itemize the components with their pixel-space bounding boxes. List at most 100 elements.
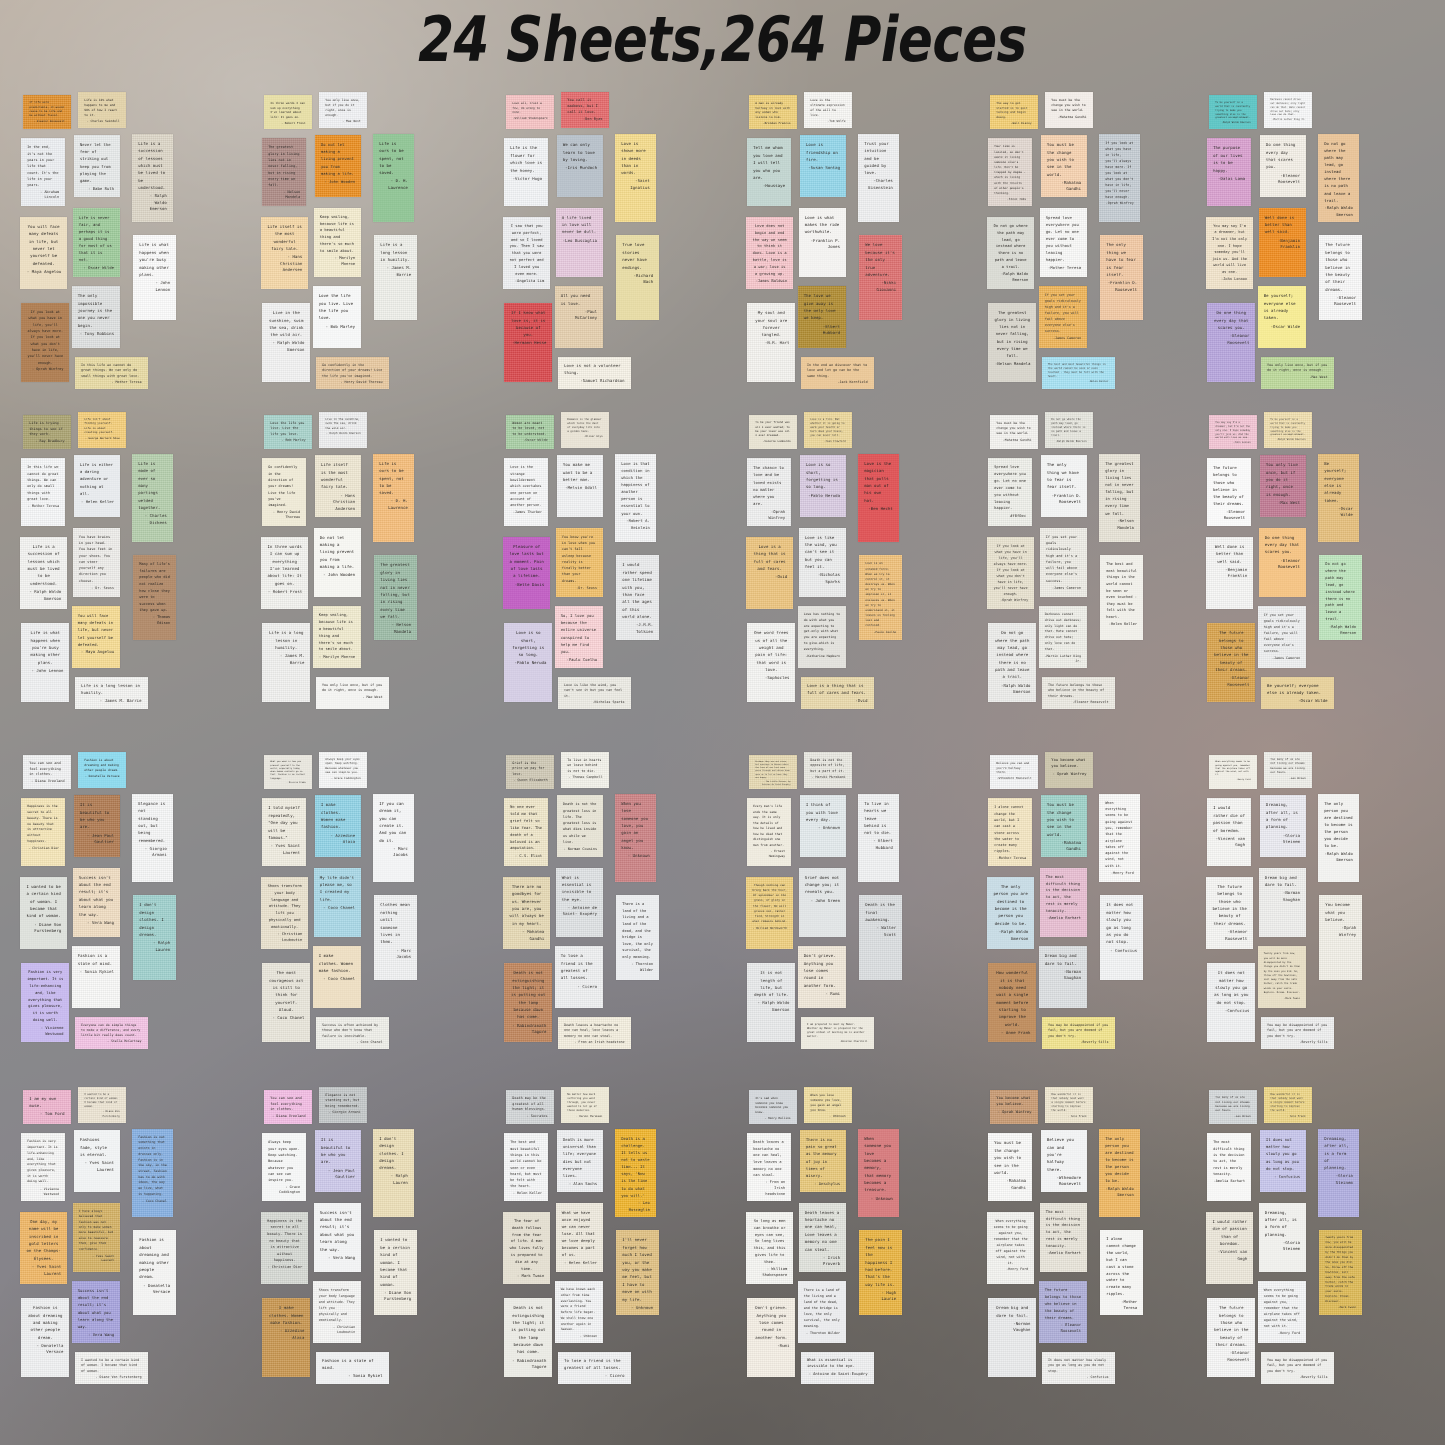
quote-sticker: The future belongs to those who believe …: [1206, 876, 1254, 950]
sticker-author-attribution: - Bob Marley: [325, 323, 356, 329]
sticker-author-attribution: - Babe Ruth: [88, 185, 115, 191]
sticker-author-attribution: -Nicholas Sparks: [592, 700, 625, 705]
sticker-sheet-surface: It's sad when someone you know becomes s…: [746, 1081, 966, 1389]
quote-sticker: Too many of us are not living our dreams…: [1209, 1090, 1257, 1125]
quote-sticker: The future belongs to those who believe …: [1207, 458, 1252, 527]
sticker-sheet-surface: If life were predictable, it would cease…: [20, 86, 240, 394]
sticker-sheet: Love all, trust a few, do wrong to none.…: [497, 80, 729, 400]
sticker-quote-text: Love is a thing that is full of cares an…: [807, 683, 866, 695]
sticker-author-attribution: - From an Irish headstone: [574, 1040, 625, 1045]
sticker-author-attribution: -Amelia Earhart: [1047, 916, 1082, 921]
sticker-author-attribution: -Henry Ford: [1236, 778, 1251, 781]
quote-sticker: Elegance is not standing out, but being …: [319, 1087, 367, 1123]
sticker-author-attribution: -Jack Kornfield: [837, 380, 868, 385]
sticker-author-attribution: -N.R. Hart: [764, 340, 790, 346]
sticker-author-attribution: - Yves Saint Laurent: [31, 1264, 62, 1276]
sticker-author-attribution: - Coco Chanel: [142, 1199, 167, 1204]
sticker-quote-text: I have always believed that fashion was …: [78, 1208, 114, 1251]
quote-sticker: Life is 10% what happens to me and 90% o…: [78, 92, 126, 128]
sticker-quote-text: Clothes mean nothing until someone lives…: [380, 902, 410, 945]
sticker-quote-text: Success isn't about the end result; it's…: [77, 1288, 114, 1329]
sticker-author-attribution: - Diane Von Furstenberg: [95, 1375, 142, 1380]
sticker-quote-text: To lose a friend is the greatest of all …: [560, 953, 593, 981]
quote-sticker: In three words I can sum up everything I…: [261, 536, 309, 610]
sticker-quote-text: Darkness cannot drive out darkness; only…: [1270, 98, 1306, 117]
sticker-author-attribution: - James M. Barrie: [279, 653, 305, 665]
sticker-author-attribution: -Mark Twain: [1284, 996, 1301, 1000]
sticker-sheet: To be yourself in a world that is consta…: [1200, 80, 1432, 400]
quote-sticker: It is beautiful to be who you are. - Jean…: [314, 1130, 362, 1192]
sticker-quote-text: There is a land of the living and a land…: [622, 902, 653, 959]
sticker-quote-text: Death is not extinguishing the light; it…: [511, 970, 546, 1020]
sticker-author-attribution: - Vera Wang: [87, 919, 115, 925]
sticker-sheet: Death may be the greatest of all human b…: [497, 1075, 729, 1395]
quote-sticker: Love is so short, forgetting is so long.…: [504, 623, 553, 702]
sticker-author-attribution: -Beverly Sills: [1299, 1375, 1328, 1380]
sticker-quote-text: You may say I'm a dreamer, but I'm not t…: [1212, 223, 1248, 274]
quote-sticker: The only person you are destined to beco…: [1318, 793, 1359, 882]
quote-sticker: Do not go where the path may lead, go in…: [1045, 412, 1093, 448]
quote-sticker: Do one thing every day that scares you. -…: [1259, 135, 1307, 197]
sticker-author-attribution: -Houssaye: [762, 183, 786, 189]
quote-sticker: Do not go where the path may lead, go in…: [1319, 555, 1363, 641]
sticker-author-attribution: -Martin Luther King Jr.: [1272, 118, 1306, 122]
sticker-quote-text: Love is like the wind, you can't see it …: [564, 683, 623, 698]
sticker-author-attribution: -Amelia Earhart: [1047, 1251, 1082, 1256]
sticker-author-attribution: -Eleanor Roosevelt: [1227, 333, 1250, 345]
sticker-quote-text: I wanted to be a certain kind of woman. …: [84, 1093, 119, 1109]
quote-sticker: When everything seems to be going agains…: [1257, 1281, 1307, 1343]
sticker-quote-text: Love is an untamed force. When we try to…: [865, 561, 895, 628]
sticker-author-attribution: -Ralph Waldo Emerson: [1001, 272, 1029, 283]
sticker-quote-text: In the end we discover that to love and …: [807, 363, 868, 378]
sticker-author-attribution: - Miuccia Prada: [286, 782, 306, 785]
quote-sticker: Success isn't about the end result; it's…: [313, 1202, 362, 1272]
sticker-quote-text: No matter how much suffering you went th…: [567, 1093, 597, 1113]
sticker-author-attribution: -Gloria Steinem: [1282, 832, 1301, 845]
sticker-sheet-surface: When everything seems to be going agains…: [1206, 746, 1426, 1054]
quote-sticker: Happiness is the secret to all beauty. T…: [21, 798, 66, 867]
sticker-author-attribution: - Ralph Waldo Emerson: [29, 589, 62, 601]
quote-sticker: Pleasure of love lasts but a moment. Pai…: [503, 536, 551, 610]
sticker-quote-text: You become what you believe.: [1325, 902, 1350, 923]
quote-sticker: Women are meant to be loved, not to be u…: [506, 415, 554, 450]
sticker-quote-text: Do not go where the path may lead, go in…: [1324, 140, 1351, 203]
sticker-quote-text: The only thing we have to fear is fear i…: [1106, 242, 1136, 277]
sticker-quote-text: Death leaves a heartache no one can heal…: [753, 1140, 784, 1178]
sticker-author-attribution: -Susan Sontag: [808, 165, 841, 171]
sticker-author-attribution: - Ralph Waldo Emerson: [272, 340, 305, 352]
sticker-author-attribution: -Benjamin Franklin: [1277, 237, 1301, 250]
sticker-sheet: Perhaps they are not stars, but openings…: [740, 740, 972, 1060]
sticker-quote-text: It does not matter how slowly you go as …: [1214, 970, 1249, 1005]
sticker-author-attribution: -Oscar Wilde: [1270, 323, 1301, 329]
quote-sticker: I saw that you were perfect, and so I lo…: [503, 216, 551, 290]
sticker-quote-text: I make clothes. Women make fashion.: [269, 1305, 304, 1325]
sticker-author-attribution: -Angelita Lim: [514, 279, 545, 284]
quote-sticker: Believe you can and you're halfway there…: [990, 755, 1038, 790]
sticker-author-attribution: - Unknown: [870, 1195, 893, 1201]
sticker-author-attribution: - Helen Keller: [512, 1191, 543, 1196]
quote-sticker: The only person you are destined to beco…: [987, 876, 1035, 950]
quote-sticker: The future belongs to those who believe …: [1038, 1281, 1088, 1343]
sticker-author-attribution: -Charles Eisenstein: [868, 178, 893, 190]
sticker-quote-text: Always keep your eyes open. Keep watchin…: [325, 758, 360, 775]
sticker-author-attribution: - Anne Frank: [1000, 1030, 1031, 1036]
sticker-quote-text: Love is so short, forgetting is so long.: [805, 462, 838, 490]
sticker-quote-text: It is beautiful to be who you are.: [79, 802, 110, 830]
sticker-author-attribution: -Les Brown: [1289, 776, 1306, 780]
sticker-author-attribution: - Rabindranath Tagore: [512, 1022, 547, 1035]
sticker-author-attribution: -Ben Hecht: [868, 505, 893, 511]
sticker-author-attribution: - Norman Cousins: [563, 846, 598, 851]
sticker-author-attribution: -Don Byas: [582, 116, 603, 121]
sticker-author-attribution: - Hans Christian Andersen: [332, 492, 356, 511]
sticker-quote-text: To be your friend was all I ever wanted;…: [755, 421, 790, 438]
sticker-quote-text: In this life we cannot do great things. …: [81, 363, 140, 378]
quote-sticker: It does not matter how slowly you go as …: [1100, 895, 1144, 981]
sticker-sheet-surface: To be yourself in a world that is consta…: [1206, 86, 1426, 394]
sticker-sheet-surface: What you wear is how you present yoursel…: [261, 746, 481, 1054]
sticker-sheet-surface: You must be the change you wish to see i…: [987, 406, 1207, 714]
sticker-author-attribution: -Mahatma Gandhi: [1002, 437, 1032, 442]
quote-sticker: The most difficult thing is the decision…: [1039, 1202, 1088, 1272]
quote-sticker: Romance is the glamour which turns the d…: [561, 412, 609, 448]
sticker-author-attribution: -Beverly Sills: [1299, 1040, 1328, 1045]
sticker-author-attribution: - Cicero: [577, 983, 598, 989]
